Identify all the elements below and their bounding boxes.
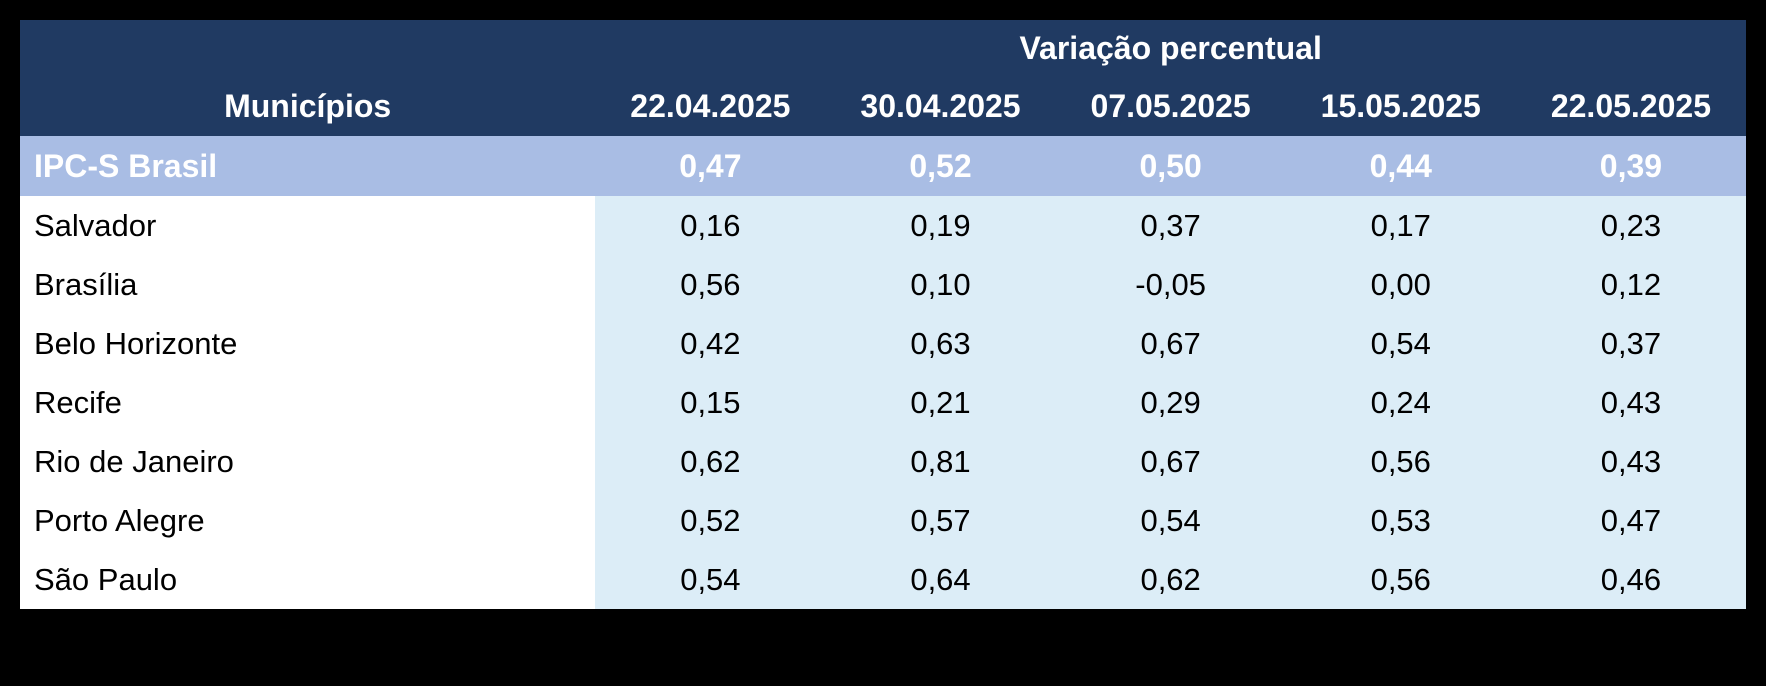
value-cell: 0,47 xyxy=(595,136,826,196)
value-cell: 0,47 xyxy=(1515,491,1746,550)
value-cell: 0,00 xyxy=(1285,255,1516,314)
value-cell: -0,05 xyxy=(1055,255,1286,314)
value-cell: 0,24 xyxy=(1285,373,1516,432)
value-cell: 0,44 xyxy=(1285,136,1516,196)
value-cell: 0,54 xyxy=(1285,314,1516,373)
value-cell: 0,39 xyxy=(1515,136,1746,196)
column-header-date: 15.05.2025 xyxy=(1285,76,1516,136)
municipality-label: Salvador xyxy=(20,196,596,255)
value-cell: 0,81 xyxy=(825,432,1056,491)
value-cell: 0,63 xyxy=(825,314,1056,373)
value-cell: 0,43 xyxy=(1515,373,1746,432)
municipality-label: São Paulo xyxy=(20,550,596,609)
value-cell: 0,17 xyxy=(1285,196,1516,255)
table-row-brasilia: Brasília 0,56 0,10 -0,05 0,00 0,12 xyxy=(20,255,1746,314)
value-cell: 0,46 xyxy=(1515,550,1746,609)
value-cell: 0,52 xyxy=(825,136,1056,196)
empty-corner-cell xyxy=(20,20,596,76)
column-header-date: 22.05.2025 xyxy=(1515,76,1746,136)
value-cell: 0,21 xyxy=(825,373,1056,432)
value-cell: 0,12 xyxy=(1515,255,1746,314)
value-cell: 0,57 xyxy=(825,491,1056,550)
municipality-label: Rio de Janeiro xyxy=(20,432,596,491)
value-cell: 0,67 xyxy=(1055,432,1286,491)
table-column-header-row: Municípios 22.04.2025 30.04.2025 07.05.2… xyxy=(20,76,1746,136)
value-cell: 0,52 xyxy=(595,491,826,550)
value-cell: 0,43 xyxy=(1515,432,1746,491)
value-cell: 0,56 xyxy=(595,255,826,314)
value-cell: 0,62 xyxy=(1055,550,1286,609)
value-cell: 0,54 xyxy=(595,550,826,609)
municipality-label: Belo Horizonte xyxy=(20,314,596,373)
table-row-rio-de-janeiro: Rio de Janeiro 0,62 0,81 0,67 0,56 0,43 xyxy=(20,432,1746,491)
value-cell: 0,64 xyxy=(825,550,1056,609)
column-header-date: 22.04.2025 xyxy=(595,76,826,136)
value-cell: 0,54 xyxy=(1055,491,1286,550)
table-row-sao-paulo: São Paulo 0,54 0,64 0,62 0,56 0,46 xyxy=(20,550,1746,609)
municipality-label: Recife xyxy=(20,373,596,432)
group-header-title: Variação percentual xyxy=(595,20,1746,76)
column-header-date: 07.05.2025 xyxy=(1055,76,1286,136)
value-cell: 0,15 xyxy=(595,373,826,432)
ipcs-table: Variação percentual Municípios 22.04.202… xyxy=(20,20,1746,609)
municipality-label: Brasília xyxy=(20,255,596,314)
value-cell: 0,10 xyxy=(825,255,1056,314)
value-cell: 0,56 xyxy=(1285,550,1516,609)
highlight-row-ipcs-brasil: IPC-S Brasil 0,47 0,52 0,50 0,44 0,39 xyxy=(20,136,1746,196)
value-cell: 0,62 xyxy=(595,432,826,491)
value-cell: 0,37 xyxy=(1055,196,1286,255)
municipality-label: Porto Alegre xyxy=(20,491,596,550)
value-cell: 0,16 xyxy=(595,196,826,255)
value-cell: 0,19 xyxy=(825,196,1056,255)
column-header-date: 30.04.2025 xyxy=(825,76,1056,136)
table-row-belo-horizonte: Belo Horizonte 0,42 0,63 0,67 0,54 0,37 xyxy=(20,314,1746,373)
value-cell: 0,67 xyxy=(1055,314,1286,373)
value-cell: 0,50 xyxy=(1055,136,1286,196)
value-cell: 0,29 xyxy=(1055,373,1286,432)
value-cell: 0,56 xyxy=(1285,432,1516,491)
column-header-municipios: Municípios xyxy=(20,76,596,136)
value-cell: 0,37 xyxy=(1515,314,1746,373)
table-row-porto-alegre: Porto Alegre 0,52 0,57 0,54 0,53 0,47 xyxy=(20,491,1746,550)
table-row-recife: Recife 0,15 0,21 0,29 0,24 0,43 xyxy=(20,373,1746,432)
highlight-row-label: IPC-S Brasil xyxy=(20,136,596,196)
table-group-header-row: Variação percentual xyxy=(20,20,1746,76)
table-row-salvador: Salvador 0,16 0,19 0,37 0,17 0,23 xyxy=(20,196,1746,255)
value-cell: 0,53 xyxy=(1285,491,1516,550)
value-cell: 0,23 xyxy=(1515,196,1746,255)
value-cell: 0,42 xyxy=(595,314,826,373)
